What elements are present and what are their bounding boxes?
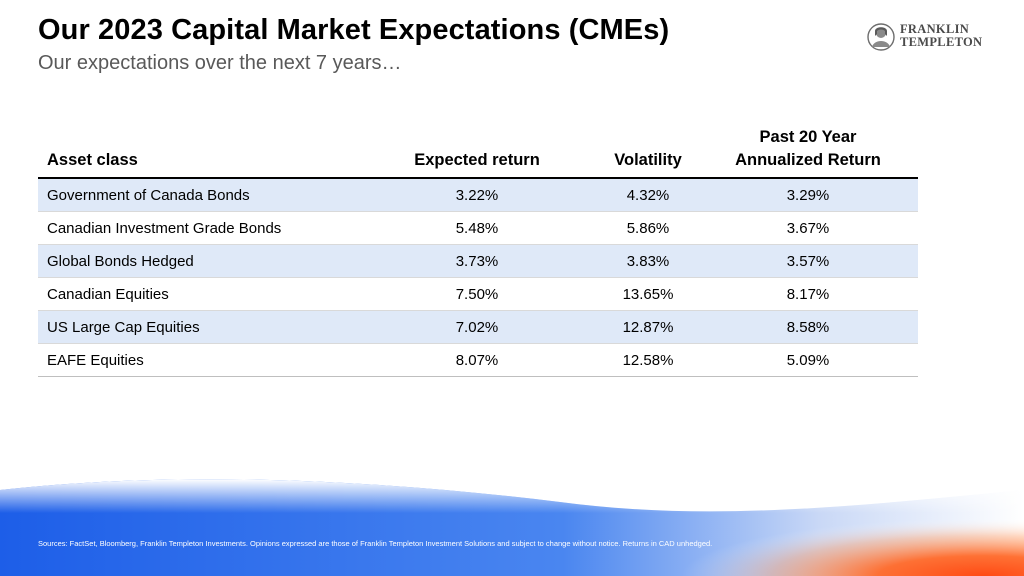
- table-row: Canadian Equities 7.50% 13.65% 8.17%: [38, 277, 918, 311]
- page-title: Our 2023 Capital Market Expectations (CM…: [38, 14, 670, 46]
- cme-table: Asset class Expected return Volatility P…: [38, 120, 918, 377]
- column-header-past-line-1: Past 20 Year: [759, 128, 857, 146]
- column-header-asset-class: Asset class: [38, 120, 356, 179]
- volatility-cell: 12.87%: [598, 310, 698, 344]
- franklin-portrait-icon: [867, 23, 895, 51]
- logo-wordmark: FRANKLIN TEMPLETON: [900, 23, 982, 49]
- sources-footnote: Sources: FactSet, Bloomberg, Franklin Te…: [38, 539, 713, 548]
- table-row: EAFE Equities 8.07% 12.58% 5.09%: [38, 343, 918, 377]
- past-return-cell: 3.67%: [698, 211, 918, 245]
- past-return-cell: 3.57%: [698, 244, 918, 278]
- past-return-cell: 5.09%: [698, 343, 918, 377]
- asset-class-cell: US Large Cap Equities: [38, 310, 356, 344]
- expected-return-cell: 5.48%: [356, 211, 598, 245]
- page-subtitle: Our expectations over the next 7 years…: [38, 52, 402, 74]
- volatility-cell: 13.65%: [598, 277, 698, 311]
- column-header-past-20-year: Past 20 Year Annualized Return: [698, 120, 918, 179]
- past-return-cell: 8.58%: [698, 310, 918, 344]
- past-return-cell: 8.17%: [698, 277, 918, 311]
- past-return-cell: 3.29%: [698, 178, 918, 212]
- expected-return-cell: 3.22%: [356, 178, 598, 212]
- asset-class-cell: Global Bonds Hedged: [38, 244, 356, 278]
- asset-class-cell: Canadian Investment Grade Bonds: [38, 211, 356, 245]
- column-header-expected-return: Expected return: [356, 120, 598, 179]
- decorative-wave-graphic: [0, 479, 1024, 576]
- column-header-past-line-2: Annualized Return: [735, 151, 881, 169]
- table-row: Global Bonds Hedged 3.73% 3.83% 3.57%: [38, 244, 918, 278]
- company-logo: FRANKLIN TEMPLETON: [866, 22, 990, 52]
- expected-return-cell: 3.73%: [356, 244, 598, 278]
- column-header-volatility: Volatility: [598, 120, 698, 179]
- asset-class-cell: EAFE Equities: [38, 343, 356, 377]
- table-row: Canadian Investment Grade Bonds 5.48% 5.…: [38, 211, 918, 245]
- asset-class-cell: Canadian Equities: [38, 277, 356, 311]
- logo-line-1: FRANKLIN: [900, 22, 970, 36]
- table-row: Government of Canada Bonds 3.22% 4.32% 3…: [38, 178, 918, 212]
- expected-return-cell: 7.02%: [356, 310, 598, 344]
- expected-return-cell: 7.50%: [356, 277, 598, 311]
- volatility-cell: 3.83%: [598, 244, 698, 278]
- table-row: US Large Cap Equities 7.02% 12.87% 8.58%: [38, 310, 918, 344]
- logo-line-2: TEMPLETON: [900, 35, 983, 49]
- volatility-cell: 5.86%: [598, 211, 698, 245]
- asset-class-cell: Government of Canada Bonds: [38, 178, 356, 212]
- table-header-row: Asset class Expected return Volatility P…: [38, 120, 918, 179]
- volatility-cell: 4.32%: [598, 178, 698, 212]
- expected-return-cell: 8.07%: [356, 343, 598, 377]
- volatility-cell: 12.58%: [598, 343, 698, 377]
